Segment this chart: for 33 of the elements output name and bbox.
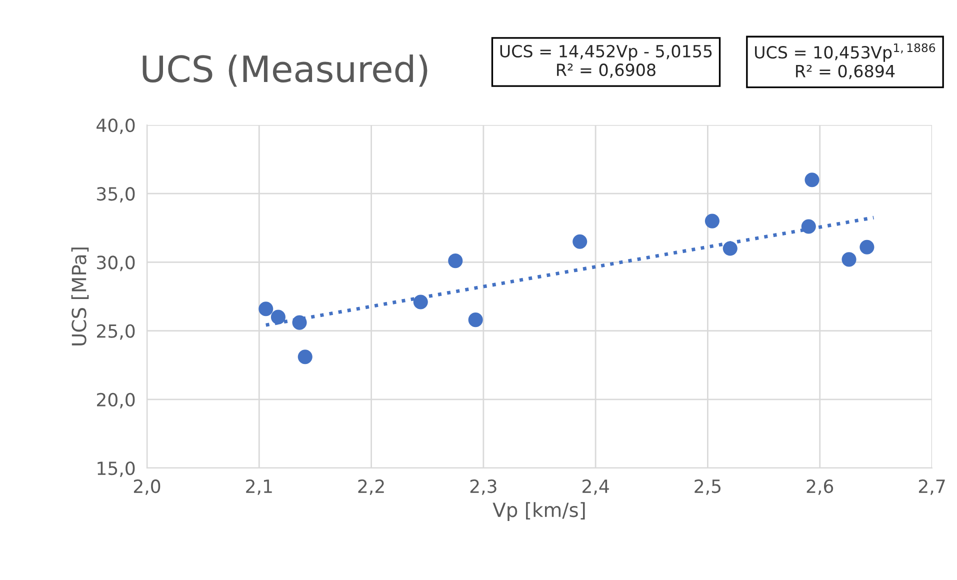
y-tick-label: 20,0	[97, 392, 135, 408]
y-tick-label: 25,0	[97, 324, 135, 340]
x-tick-label: 2,0	[134, 479, 160, 495]
x-tick-label: 2,4	[582, 479, 609, 495]
x-tick-label: 2,2	[358, 479, 384, 495]
point	[860, 240, 874, 254]
y-tick-label: 40,0	[96, 118, 135, 134]
x-axis-title: Vp [km/s]	[492, 502, 585, 521]
text: UCS = 14,452Vp - 5,0155 R² = 0,6908	[500, 44, 712, 78]
point	[468, 312, 483, 328]
point	[298, 350, 312, 364]
x-tick-label: 2,3	[470, 479, 496, 495]
x-tick-label: 2,7	[918, 479, 945, 495]
point	[704, 214, 720, 228]
point	[722, 241, 738, 256]
text: UCS = 10,453Vp$^{1,1886}$ R² = 0,6894	[755, 43, 936, 80]
point	[801, 219, 816, 234]
chart-title: UCS (Measured)	[142, 54, 428, 87]
x-tick-label: 2,6	[806, 479, 834, 495]
y-axis-title: UCS [MPa]	[71, 248, 89, 346]
point	[842, 252, 856, 267]
point	[292, 315, 307, 330]
point	[258, 302, 274, 316]
point	[448, 254, 463, 268]
y-tick-label: 15,0	[98, 461, 135, 477]
point	[270, 310, 286, 324]
y-tick-label: 30,0	[97, 256, 135, 272]
x-tick-label: 2,1	[246, 479, 272, 495]
point	[804, 172, 820, 188]
point	[413, 294, 428, 310]
x-tick-label: 2,5	[694, 479, 720, 495]
y-tick-label: 35,0	[97, 187, 135, 203]
point	[572, 234, 588, 249]
